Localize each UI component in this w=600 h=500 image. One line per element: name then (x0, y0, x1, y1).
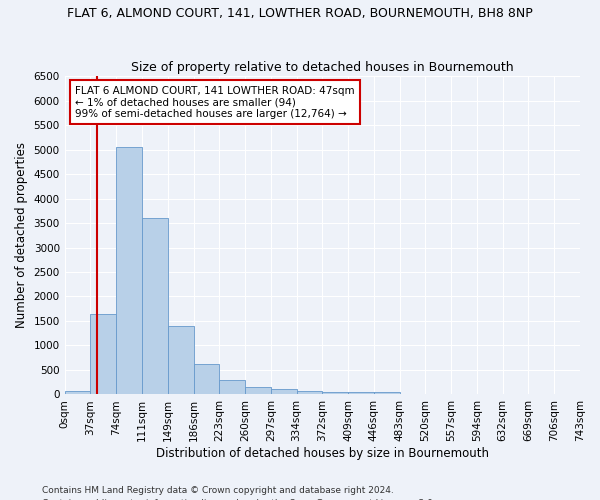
Bar (65, 391, 91, 394)
Bar (193, 364, 219, 394)
Y-axis label: Number of detached properties: Number of detached properties (15, 142, 28, 328)
X-axis label: Distribution of detached houses by size in Bournemouth: Distribution of detached houses by size … (156, 447, 489, 460)
Bar (271, 389, 296, 394)
Bar (219, 380, 245, 394)
Bar (245, 388, 271, 394)
Text: Contains HM Land Registry data © Crown copyright and database right 2024.: Contains HM Land Registry data © Crown c… (42, 486, 394, 495)
Text: FLAT 6, ALMOND COURT, 141, LOWTHER ROAD, BOURNEMOUTH, BH8 8NP: FLAT 6, ALMOND COURT, 141, LOWTHER ROAD,… (67, 8, 533, 20)
Bar (374, 392, 400, 394)
Text: Contains public sector information licensed under the Open Government Licence v3: Contains public sector information licen… (42, 498, 436, 500)
Bar (322, 392, 348, 394)
Title: Size of property relative to detached houses in Bournemouth: Size of property relative to detached ho… (131, 60, 514, 74)
Text: FLAT 6 ALMOND COURT, 141 LOWTHER ROAD: 47sqm
← 1% of detached houses are smaller: FLAT 6 ALMOND COURT, 141 LOWTHER ROAD: 4… (75, 86, 355, 119)
Bar (116, 147, 142, 394)
Bar (91, 314, 116, 394)
Bar (296, 390, 322, 394)
Bar (168, 326, 193, 394)
Bar (142, 218, 168, 394)
Bar (348, 392, 374, 394)
